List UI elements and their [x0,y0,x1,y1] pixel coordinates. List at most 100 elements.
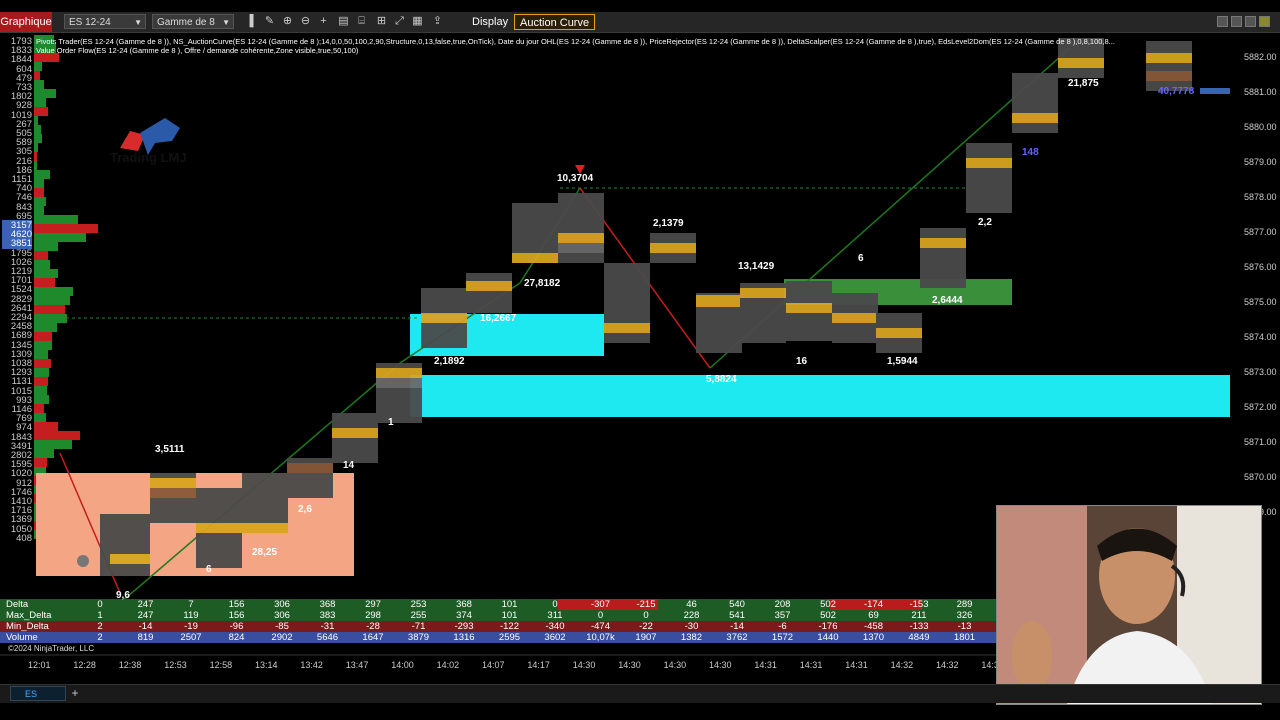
volume-cell: 1801 [953,632,976,643]
maxdelta-cell: 306 [274,610,290,621]
volume-level: 1802 [10,91,32,103]
volume-cell: 1440 [817,632,839,643]
maxdelta-cell: 228 [683,610,700,621]
time-tick: 14:3 [981,660,999,670]
delta-cell: 247 [137,599,154,610]
chart-panel[interactable]: Pivots Trader(ES 12-24 (Gamme de 8 )), N… [0,33,1280,705]
trading-lmj-logo [120,118,180,155]
mindelta-cell: -14 [730,621,744,632]
bar-label: 2,1379 [653,218,684,229]
mindelta-cell: -13 [957,621,972,632]
maximize-icon[interactable] [1231,16,1242,27]
share-icon[interactable]: ⇪ [432,15,443,27]
maxdelta-cell: 374 [456,610,472,621]
add-icon[interactable]: + [320,15,327,27]
price-tick: 5870.00 [1244,472,1277,482]
volume-level: 1833 [10,45,32,57]
delta-cell: 156 [228,599,245,610]
price-tick: 5880.00 [1244,122,1277,132]
volume-level: 1038 [10,358,32,369]
volume-cell: 824 [228,632,245,643]
price-tick: 5879.00 [1244,157,1277,167]
instrument-select[interactable]: ES 12-24 ▼ [64,14,146,29]
range-select[interactable]: Gamme de 8 ▼ [152,14,234,29]
min-delta-row: Min_Delta 2 -14 -19 -96 -85 -31 -28 -71 -293 -122… [0,621,1015,632]
volume-level: 912 [16,477,32,489]
delta-cell: 0 [97,599,103,610]
bar-label: 10,3704 [557,173,594,184]
volume-level: 733 [16,82,32,93]
bar-label: 1,5944 [887,356,918,367]
mindelta-cell: -458 [863,621,883,632]
volume-level: 1293 [10,367,32,379]
price-axis[interactable]: 5882.00 5881.00 5880.00 5879.00 5878.00 5877.… [1230,33,1280,633]
delta-cell: -307 [590,599,610,610]
volume-level: 1746 [10,486,32,498]
price-tick: 5871.00 [1244,437,1277,447]
indicator-icon[interactable]: ⤢ [395,15,404,27]
bar-label: 27,8182 [524,278,561,289]
properties-icon[interactable]: ▤ [338,15,349,27]
volume-cell: 1572 [771,632,794,643]
volume-cell: 2 [97,632,103,643]
rejection-marker [575,165,585,174]
time-tick: 14:07 [482,660,505,670]
mindelta-cell: -176 [818,621,838,632]
mindelta-cell: -474 [590,621,610,632]
zoom-in-icon[interactable]: ⊕ [282,15,293,27]
delta-cell: -174 [863,599,883,610]
bar-label: 14 [343,460,355,471]
volume-level: 1219 [10,266,32,277]
delta-row: Delta 0 247 7 156 306 368 297 253 368 101 0 -307 -21… [0,599,1013,610]
mindelta-cell: -14 [138,621,153,632]
cyan-zone-lower [410,375,1230,417]
volume-level: 928 [16,100,32,112]
time-tick: 14:30 [572,660,596,670]
volume-level: 1019 [10,109,32,121]
delta-cell: -153 [909,599,929,610]
maxdelta-cell: 119 [183,610,199,621]
minimize-icon[interactable] [1217,16,1228,27]
time-tick: 14:31 [799,660,823,670]
volume-cell: 10,07k [586,632,615,643]
copyright: ©2024 NinjaTrader, LLC [8,644,95,653]
maxdelta-cell: 357 [774,610,791,621]
restore-icon[interactable] [1245,16,1256,27]
template-icon[interactable]: ⊞ [376,15,387,27]
chart-drawing [0,35,1230,656]
add-tab-icon[interactable]: + [71,686,79,700]
volume-level: 1793 [10,36,32,47]
mindelta-cell: -96 [229,621,244,632]
time-tick: 14:00 [391,660,414,670]
zoom-out-icon[interactable]: ⊖ [300,15,311,27]
volume-level: 186 [16,164,32,176]
volume-level: 740 [16,183,32,195]
pencil-icon[interactable]: ✎ [264,15,275,27]
volume-level: 2294 [10,312,32,323]
logo-text: Trading LMJ [110,150,187,165]
volume-cell: 3762 [726,632,748,643]
price-tick: 5875.00 [1244,297,1277,307]
time-tick: 14:30 [663,660,687,670]
bar-label: 5,8824 [706,374,737,385]
indicator-info-line-2: Value Order Flow(ES 12-24 (Gamme de 8 ),… [36,46,359,55]
bar-label: 16,2667 [480,313,517,324]
maxdelta-cell: 541 [729,610,745,621]
maxdelta-cell: 326 [956,610,973,621]
range-select-value: Gamme de 8 [157,17,215,28]
volume-level: 1716 [10,505,32,517]
app-title[interactable]: Graphique [0,12,52,32]
strategy-icon[interactable]: ⌸ [358,15,365,27]
display-label[interactable]: Display [472,16,509,28]
close-icon[interactable] [1259,16,1270,27]
volume-level: 1020 [10,468,32,480]
time-tick: 12:38 [118,660,142,670]
data-box-icon[interactable]: ▦ [412,15,423,27]
bars-icon[interactable]: ▐ [245,15,254,27]
tab-es[interactable]: ES [10,686,66,701]
mindelta-cell: -30 [684,621,699,632]
mindelta-cell: -122 [499,621,519,632]
delta-cell: 297 [365,599,381,610]
auction-curve-button[interactable]: Auction Curve [514,14,596,30]
mindelta-cell: 2 [97,621,103,632]
